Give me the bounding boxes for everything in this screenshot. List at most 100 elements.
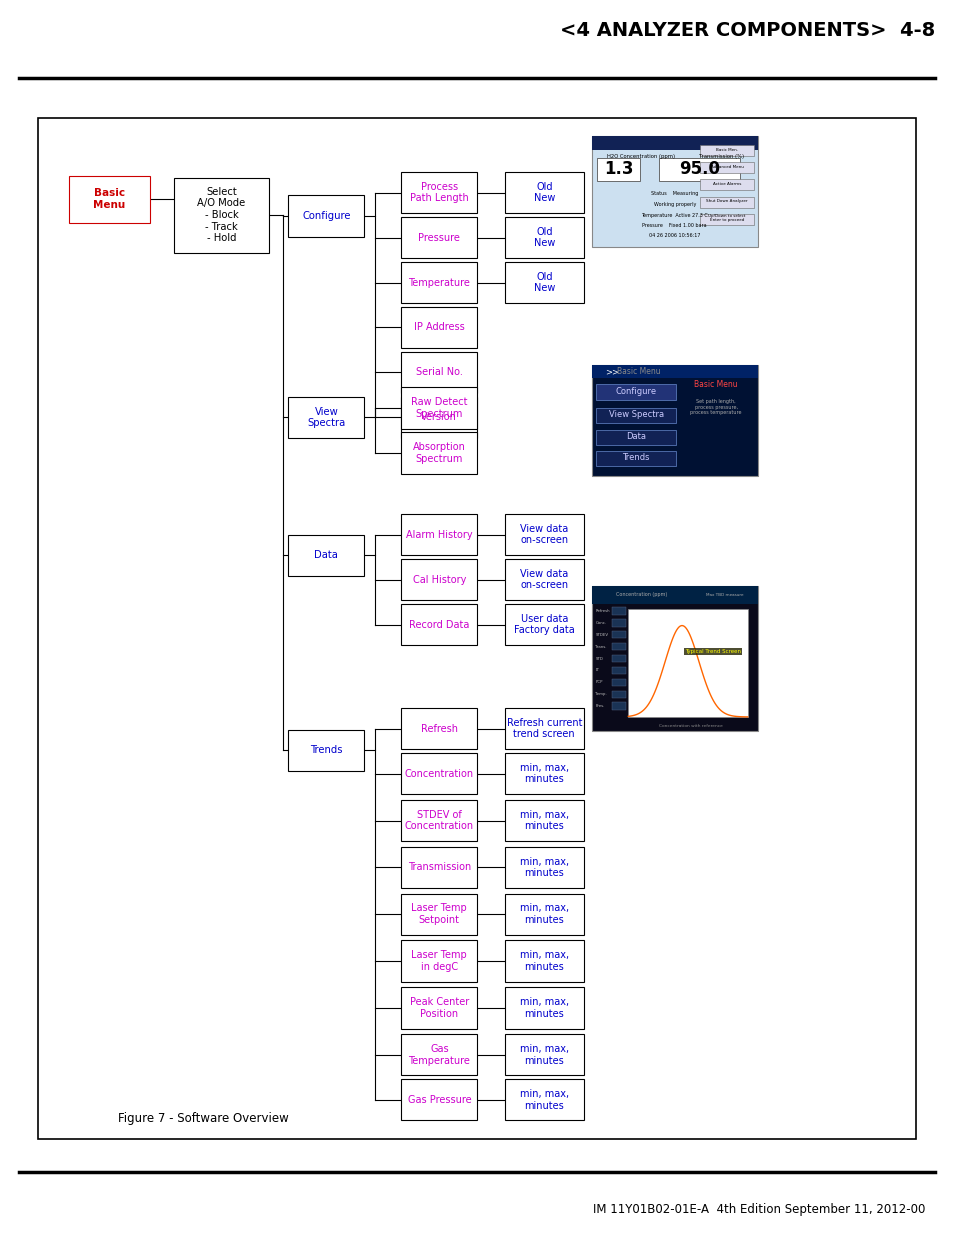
Text: IP Address: IP Address xyxy=(414,322,464,332)
FancyBboxPatch shape xyxy=(504,262,583,303)
FancyBboxPatch shape xyxy=(504,847,583,888)
Text: Status    Measuring: Status Measuring xyxy=(650,191,698,196)
FancyBboxPatch shape xyxy=(699,146,754,156)
Text: Configure: Configure xyxy=(302,211,350,221)
FancyBboxPatch shape xyxy=(401,894,476,935)
FancyBboxPatch shape xyxy=(401,172,476,214)
Text: min, max,
minutes: min, max, minutes xyxy=(519,904,568,925)
Text: Advanced Menu: Advanced Menu xyxy=(710,164,742,169)
Text: Old
New: Old New xyxy=(533,227,555,248)
FancyBboxPatch shape xyxy=(401,514,476,556)
FancyBboxPatch shape xyxy=(611,619,625,626)
Text: Cal History: Cal History xyxy=(413,574,465,584)
Text: View data
on-screen: View data on-screen xyxy=(519,569,568,590)
FancyBboxPatch shape xyxy=(288,535,364,576)
FancyBboxPatch shape xyxy=(401,352,476,393)
Text: Transmission (%): Transmission (%) xyxy=(698,153,743,159)
FancyBboxPatch shape xyxy=(596,408,675,424)
FancyBboxPatch shape xyxy=(611,690,625,698)
FancyBboxPatch shape xyxy=(591,366,757,378)
FancyBboxPatch shape xyxy=(401,941,476,982)
Text: H2O Concentration (ppm): H2O Concentration (ppm) xyxy=(607,153,675,159)
Text: Refresh: Refresh xyxy=(595,609,609,613)
FancyBboxPatch shape xyxy=(401,306,476,348)
Text: 04 26 2006 10:56:17: 04 26 2006 10:56:17 xyxy=(648,233,700,238)
FancyBboxPatch shape xyxy=(401,1079,476,1120)
Text: Pressure: Pressure xyxy=(418,232,459,242)
Text: min, max,
minutes: min, max, minutes xyxy=(519,763,568,784)
FancyBboxPatch shape xyxy=(401,708,476,750)
FancyBboxPatch shape xyxy=(591,587,757,604)
FancyBboxPatch shape xyxy=(591,136,757,247)
Text: Gas
Temperature: Gas Temperature xyxy=(408,1044,470,1066)
FancyBboxPatch shape xyxy=(611,608,625,615)
Text: Basic
Menu: Basic Menu xyxy=(93,188,126,210)
Text: Concentration (ppm): Concentration (ppm) xyxy=(616,593,666,598)
Text: Pres.: Pres. xyxy=(595,704,604,708)
FancyBboxPatch shape xyxy=(288,195,364,237)
Text: Up/Down to select
Enter to proceed: Up/Down to select Enter to proceed xyxy=(707,214,745,222)
FancyBboxPatch shape xyxy=(611,643,625,651)
Text: Select
A/O Mode
- Block
- Track
- Hold: Select A/O Mode - Block - Track - Hold xyxy=(197,186,245,243)
Text: Basic Menu: Basic Menu xyxy=(694,380,738,389)
Text: Active Alarms: Active Alarms xyxy=(712,182,740,185)
Text: View data
on-screen: View data on-screen xyxy=(519,524,568,546)
Text: >>: >> xyxy=(604,367,618,377)
FancyBboxPatch shape xyxy=(401,847,476,888)
FancyBboxPatch shape xyxy=(504,217,583,258)
Text: PCP: PCP xyxy=(595,680,602,684)
Text: Working properly: Working properly xyxy=(653,203,695,207)
FancyBboxPatch shape xyxy=(401,388,476,429)
FancyBboxPatch shape xyxy=(611,631,625,638)
FancyBboxPatch shape xyxy=(659,158,739,180)
FancyBboxPatch shape xyxy=(591,136,757,149)
Text: min, max,
minutes: min, max, minutes xyxy=(519,950,568,972)
FancyBboxPatch shape xyxy=(69,175,150,222)
Text: Basic Men.: Basic Men. xyxy=(716,147,738,152)
FancyBboxPatch shape xyxy=(597,158,639,180)
FancyBboxPatch shape xyxy=(591,587,757,731)
Text: Absorption
Spectrum: Absorption Spectrum xyxy=(413,442,465,464)
FancyBboxPatch shape xyxy=(504,1034,583,1076)
Text: STDEV: STDEV xyxy=(595,632,608,637)
FancyBboxPatch shape xyxy=(611,678,625,687)
Text: Temp.: Temp. xyxy=(595,693,606,697)
Text: Gas Pressure: Gas Pressure xyxy=(407,1094,471,1105)
Text: Transmission: Transmission xyxy=(407,862,471,872)
Text: Temperature  Active 27.3 C: Temperature Active 27.3 C xyxy=(640,214,707,219)
FancyBboxPatch shape xyxy=(504,172,583,214)
Text: User data
Factory data: User data Factory data xyxy=(514,614,574,636)
Text: Laser Temp
Setpoint: Laser Temp Setpoint xyxy=(411,904,467,925)
Text: Trends: Trends xyxy=(621,453,649,462)
FancyBboxPatch shape xyxy=(174,178,268,252)
Text: Serial No.: Serial No. xyxy=(416,368,462,378)
Text: Concentration: Concentration xyxy=(404,768,474,778)
Text: View
Spectra: View Spectra xyxy=(307,406,345,429)
FancyBboxPatch shape xyxy=(504,559,583,600)
Text: Peak Center
Position: Peak Center Position xyxy=(409,997,469,1019)
FancyBboxPatch shape xyxy=(504,604,583,645)
Text: Refresh: Refresh xyxy=(420,724,457,734)
FancyBboxPatch shape xyxy=(699,214,754,225)
FancyBboxPatch shape xyxy=(401,800,476,841)
FancyBboxPatch shape xyxy=(401,559,476,600)
FancyBboxPatch shape xyxy=(504,514,583,556)
FancyBboxPatch shape xyxy=(401,396,476,438)
FancyBboxPatch shape xyxy=(401,432,476,474)
Text: LT: LT xyxy=(595,668,598,672)
FancyBboxPatch shape xyxy=(504,800,583,841)
Text: Pressure    Fixed 1.00 bara: Pressure Fixed 1.00 bara xyxy=(641,224,706,228)
FancyBboxPatch shape xyxy=(37,117,916,1139)
FancyBboxPatch shape xyxy=(288,396,364,438)
Text: Concentration with reference: Concentration with reference xyxy=(659,724,722,727)
FancyBboxPatch shape xyxy=(401,604,476,645)
Text: Version: Version xyxy=(421,412,456,422)
FancyBboxPatch shape xyxy=(504,987,583,1029)
Text: Configure: Configure xyxy=(615,387,656,396)
Text: 95.0: 95.0 xyxy=(679,161,720,179)
FancyBboxPatch shape xyxy=(596,430,675,445)
FancyBboxPatch shape xyxy=(699,196,754,207)
Text: <4 ANALYZER COMPONENTS>  4-8: <4 ANALYZER COMPONENTS> 4-8 xyxy=(559,21,934,40)
Text: Process
Path Length: Process Path Length xyxy=(410,182,468,204)
FancyBboxPatch shape xyxy=(628,609,747,718)
